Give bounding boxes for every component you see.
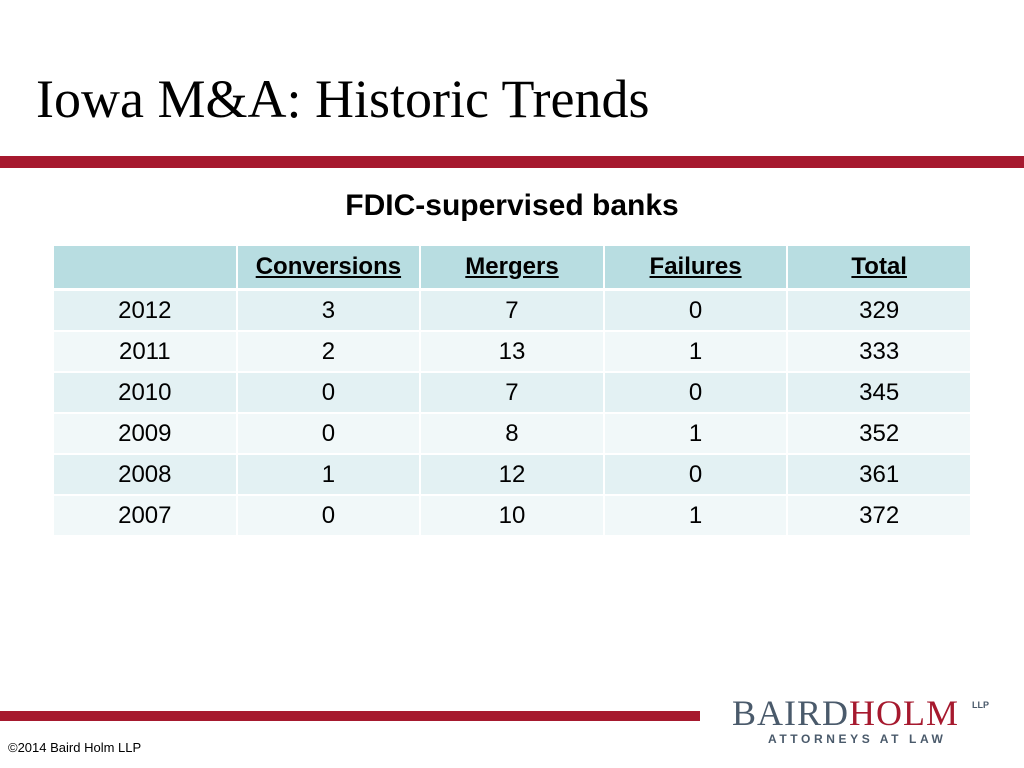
table-row: 2008 1 12 0 361 (52, 454, 972, 496)
cell-total: 361 (786, 454, 972, 496)
logo-wordmark: BAIRDHOLM (732, 694, 959, 732)
cell-total: 345 (786, 372, 972, 414)
title-divider (0, 156, 1024, 168)
cell-mergers: 13 (419, 331, 605, 373)
cell-conversions: 0 (235, 413, 422, 455)
copyright-notice: ©2014 Baird Holm LLP (8, 740, 142, 755)
footer-divider (0, 711, 700, 721)
cell-total: 333 (786, 331, 972, 373)
cell-total: 352 (786, 413, 972, 455)
header-failures: Failures (602, 246, 789, 291)
cell-year: 2009 (52, 413, 238, 455)
table-row: 2009 0 8 1 352 (52, 413, 972, 455)
table-row: 2010 0 7 0 345 (52, 372, 972, 414)
header-total: Total (786, 246, 972, 291)
cell-mergers: 10 (419, 495, 605, 537)
cell-mergers: 7 (419, 372, 605, 414)
cell-mergers: 7 (419, 289, 605, 332)
cell-total: 329 (786, 289, 972, 332)
cell-conversions: 0 (235, 495, 422, 537)
table-row: 2011 2 13 1 333 (52, 331, 972, 373)
cell-year: 2012 (52, 289, 238, 332)
cell-failures: 0 (602, 372, 789, 414)
cell-conversions: 1 (235, 454, 422, 496)
cell-failures: 0 (602, 454, 789, 496)
logo-tagline: ATTORNEYS AT LAW (768, 732, 947, 746)
cell-failures: 0 (602, 289, 789, 332)
cell-year: 2011 (52, 331, 238, 373)
logo-llp-text: LLP (972, 700, 989, 710)
baird-holm-logo: BAIRDHOLM LLP ATTORNEYS AT LAW (732, 694, 1002, 750)
cell-failures: 1 (602, 331, 789, 373)
logo-holm-text: HOLM (849, 693, 960, 733)
cell-failures: 1 (602, 413, 789, 455)
table-row: 2007 0 10 1 372 (52, 495, 972, 537)
cell-mergers: 12 (419, 454, 605, 496)
cell-year: 2007 (52, 495, 238, 537)
logo-baird-text: BAIRD (732, 693, 850, 733)
slide-title: Iowa M&A: Historic Trends (36, 69, 650, 129)
cell-conversions: 2 (235, 331, 422, 373)
cell-conversions: 0 (235, 372, 422, 414)
cell-conversions: 3 (235, 289, 422, 332)
header-mergers: Mergers (419, 246, 605, 291)
cell-mergers: 8 (419, 413, 605, 455)
table-header-row: Conversions Mergers Failures Total (52, 246, 972, 291)
fdic-banks-table: Conversions Mergers Failures Total 2012 … (52, 246, 972, 537)
table-heading: FDIC-supervised banks (345, 189, 679, 222)
cell-total: 372 (786, 495, 972, 537)
table-row: 2012 3 7 0 329 (52, 289, 972, 332)
header-year (52, 246, 238, 291)
cell-failures: 1 (602, 495, 789, 537)
cell-year: 2010 (52, 372, 238, 414)
cell-year: 2008 (52, 454, 238, 496)
header-conversions: Conversions (235, 246, 422, 291)
